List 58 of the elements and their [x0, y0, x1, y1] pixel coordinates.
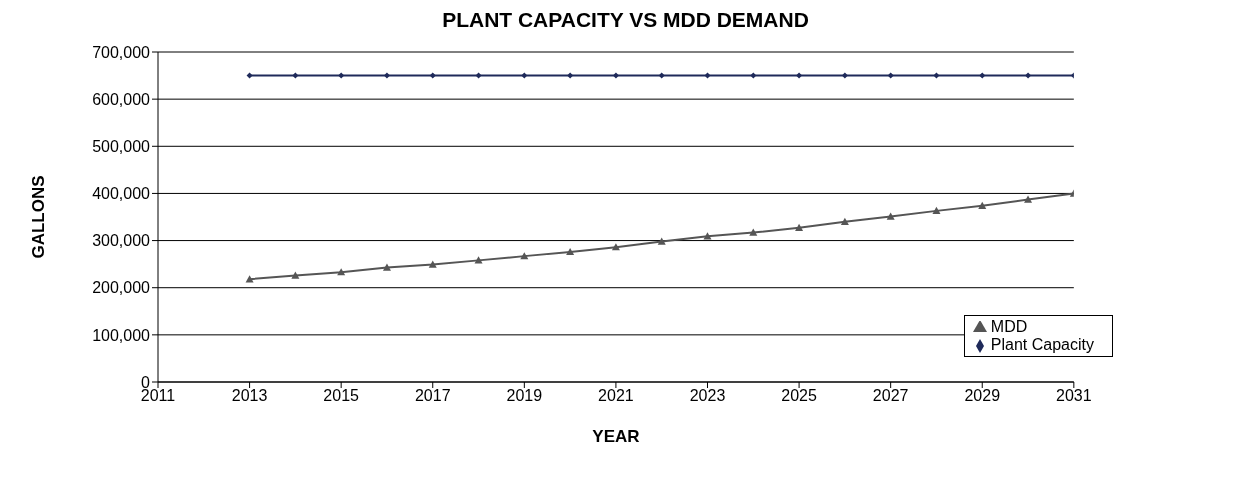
point: [474, 256, 483, 264]
point: [611, 243, 620, 251]
point: [566, 247, 575, 256]
point: [383, 72, 390, 79]
point: [796, 72, 803, 79]
point: [887, 72, 894, 79]
x-tick-label: 2015: [323, 387, 360, 405]
x-tick-label: 2025: [781, 387, 817, 405]
point: [979, 72, 986, 79]
point: [932, 206, 941, 215]
point: [1024, 195, 1033, 203]
y-tick-label: 500,000: [92, 137, 151, 155]
x-tick-label: 2023: [689, 387, 726, 405]
point: [840, 217, 849, 225]
point: [933, 72, 940, 79]
point: [246, 72, 253, 79]
x-tick-label: 2011: [140, 387, 176, 405]
point: [704, 72, 711, 79]
y-tick-label: 200,000: [92, 279, 151, 297]
point: [520, 252, 529, 260]
y-tick-label: 600,000: [92, 90, 151, 108]
point: [612, 72, 619, 79]
point: [658, 72, 665, 79]
point: [886, 212, 895, 220]
x-tick-label: 2029: [964, 387, 1001, 405]
point: [567, 72, 574, 79]
y-tick-label: 300,000: [92, 232, 151, 250]
y-axis-title: GALLONS: [29, 175, 49, 259]
point: [703, 232, 712, 240]
point: [795, 223, 804, 232]
point: [1025, 72, 1032, 79]
y-tick-label: 100,000: [92, 326, 151, 344]
legend-label: Plant Capacity: [990, 336, 1094, 353]
point: [382, 263, 391, 271]
y-tick-label: 400,000: [92, 185, 151, 203]
x-tick-label: 2019: [506, 387, 543, 405]
x-tick-label: 2013: [231, 387, 268, 405]
point: [841, 72, 848, 79]
point: [292, 72, 299, 79]
point: [291, 271, 300, 279]
x-axis-title: YEAR: [592, 427, 640, 446]
chart-title: PLANT CAPACITY VS MDD DEMAND: [441, 8, 810, 32]
point: [978, 201, 987, 209]
point: [475, 72, 482, 79]
y-tick-label: 700,000: [92, 43, 151, 61]
legend-label: MDD: [990, 318, 1028, 335]
point: [337, 268, 346, 276]
point: [338, 72, 345, 79]
x-tick-label: 2031: [1056, 387, 1092, 405]
point: [429, 72, 436, 79]
point: [750, 72, 757, 79]
point: [428, 260, 437, 268]
point: [657, 237, 666, 245]
point: [749, 228, 758, 236]
x-tick-label: 2027: [872, 387, 909, 405]
point: [521, 72, 528, 79]
x-tick-label: 2017: [414, 387, 451, 405]
x-tick-label: 2021: [598, 387, 634, 405]
